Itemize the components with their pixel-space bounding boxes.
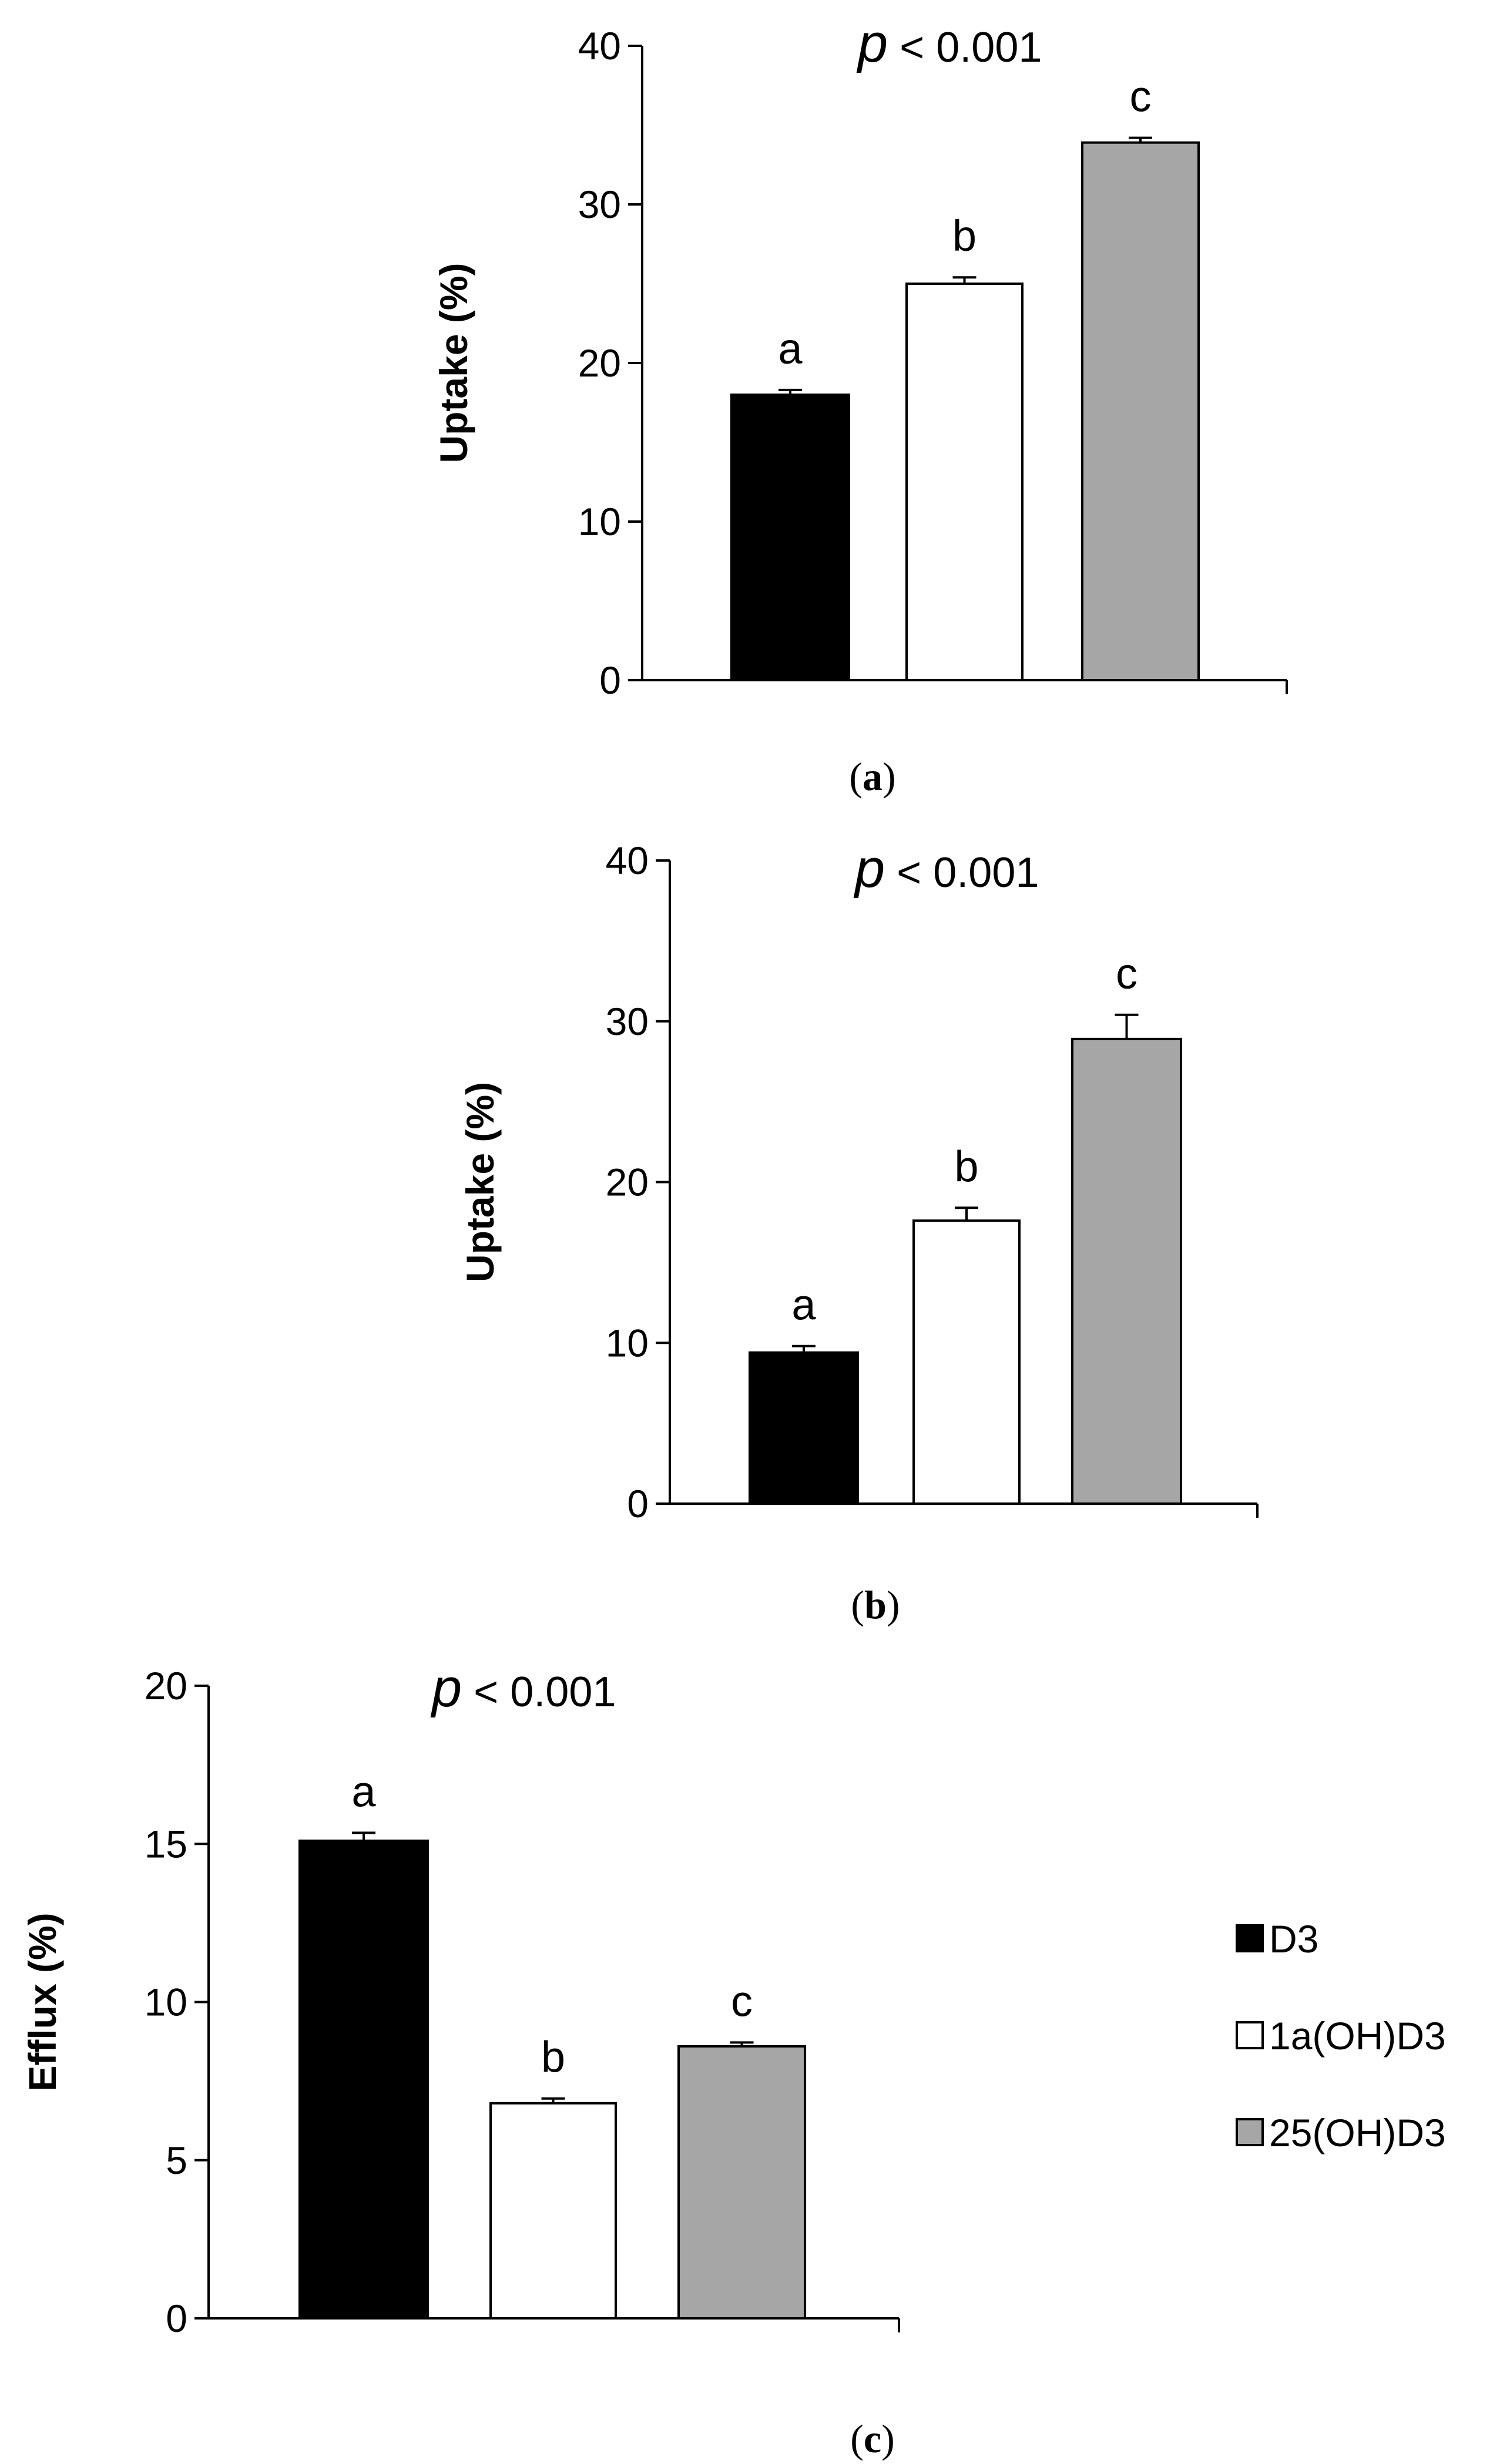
y-tick-label: 15	[145, 1822, 187, 1865]
legend-label: 1a(OH)D3	[1269, 2014, 1446, 2058]
significance-letter: a	[351, 1767, 376, 1816]
p-value-annotation: p < 0.001	[430, 1658, 616, 1718]
y-axis-label: Efflux (%)	[21, 1912, 64, 2091]
panel-caption-part: (	[849, 754, 863, 799]
bar	[905, 283, 1024, 681]
panel-caption-part: )	[887, 1582, 900, 1627]
legend: D3 1a(OH)D3 25(OH)D3	[1236, 1917, 1446, 2154]
legend-swatch	[1236, 2118, 1264, 2146]
panel-caption-part: (	[850, 2416, 864, 2461]
bar	[749, 1351, 859, 1505]
legend-swatch	[1236, 2021, 1264, 2049]
significance-letter: b	[541, 2033, 565, 2082]
p-value-annotation: p < 0.001	[853, 839, 1039, 899]
y-tick-label: 10	[578, 500, 621, 543]
y-tick-label: 0	[166, 2297, 187, 2340]
legend-label: D3	[1269, 1917, 1318, 1961]
bar	[489, 2102, 617, 2320]
panel-caption-part: )	[882, 754, 896, 799]
significance-letter: c	[1130, 72, 1152, 121]
panel-caption-part: )	[881, 2416, 895, 2461]
y-tick-label: 30	[578, 183, 621, 226]
bar	[730, 394, 850, 681]
legend-label: 25(OH)D3	[1269, 2111, 1446, 2154]
y-tick-label: 40	[578, 24, 621, 68]
panel-caption: (c)	[850, 2416, 895, 2461]
y-tick-label: 20	[145, 1664, 187, 1707]
panel-caption-part: a	[863, 754, 882, 799]
y-tick-label: 40	[606, 839, 649, 882]
y-tick-label: 10	[606, 1321, 649, 1364]
significance-letter: c	[731, 1976, 753, 2025]
panel-caption-part: b	[864, 1582, 887, 1627]
y-axis-label: Uptake (%)	[458, 1082, 502, 1282]
y-tick-label: 0	[627, 1482, 649, 1525]
significance-letter: a	[778, 324, 803, 373]
panel-caption: (a)	[849, 754, 895, 799]
p-value-p: p	[853, 839, 885, 899]
bar	[912, 1219, 1021, 1505]
significance-letter: c	[1116, 949, 1137, 998]
y-tick-label: 0	[599, 658, 621, 702]
panel-caption: (b)	[851, 1582, 900, 1627]
p-value-p: p	[430, 1658, 462, 1718]
bar	[1071, 1037, 1182, 1505]
p-value-threshold: < 0.001	[885, 849, 1039, 896]
p-value-threshold: < 0.001	[462, 1669, 616, 1716]
bar	[298, 1839, 429, 2320]
y-axis-label: Uptake (%)	[432, 263, 475, 463]
y-tick-label: 20	[578, 341, 621, 385]
legend-swatch	[1236, 1924, 1264, 1952]
bar	[1081, 141, 1200, 681]
panel-caption-part: c	[864, 2416, 881, 2461]
y-tick-label: 30	[606, 1000, 649, 1043]
panel-caption-part: (	[851, 1582, 864, 1627]
bar	[677, 2045, 806, 2320]
y-tick-label: 20	[606, 1161, 649, 1204]
p-value-threshold: < 0.001	[888, 24, 1042, 71]
p-value-annotation: p < 0.001	[856, 14, 1042, 73]
p-value-p: p	[856, 14, 888, 73]
y-tick-label: 10	[145, 1981, 187, 2024]
significance-letter: b	[954, 1142, 978, 1191]
y-tick-label: 5	[166, 2139, 187, 2182]
significance-letter: a	[791, 1280, 816, 1329]
significance-letter: b	[952, 211, 977, 260]
